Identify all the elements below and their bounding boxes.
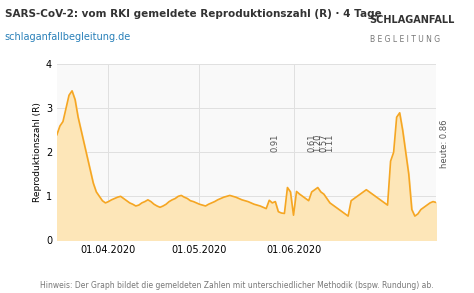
Text: Hinweis: Der Graph bildet die gemeldeten Zahlen mit unterschiedlicher Methodik (: Hinweis: Der Graph bildet die gemeldeten… [40,281,434,290]
Text: 0.57: 0.57 [319,134,328,152]
Text: heute: 0.86: heute: 0.86 [440,119,449,168]
Text: 1.20: 1.20 [313,134,322,152]
Text: schlaganfallbegleitung.de: schlaganfallbegleitung.de [5,32,131,42]
Text: SCHLAGANFALL: SCHLAGANFALL [370,15,455,25]
Text: B E G L E I T U N G: B E G L E I T U N G [370,35,440,44]
Text: 0.91: 0.91 [271,134,280,152]
Y-axis label: Reproduktionszahl (R): Reproduktionszahl (R) [33,103,42,202]
Text: 0.61: 0.61 [307,134,316,152]
Text: SARS-CoV-2: vom RKI gemeldete Reproduktionszahl (R) · 4 Tage: SARS-CoV-2: vom RKI gemeldete Reprodukti… [5,9,382,19]
Text: 1.11: 1.11 [326,134,334,152]
